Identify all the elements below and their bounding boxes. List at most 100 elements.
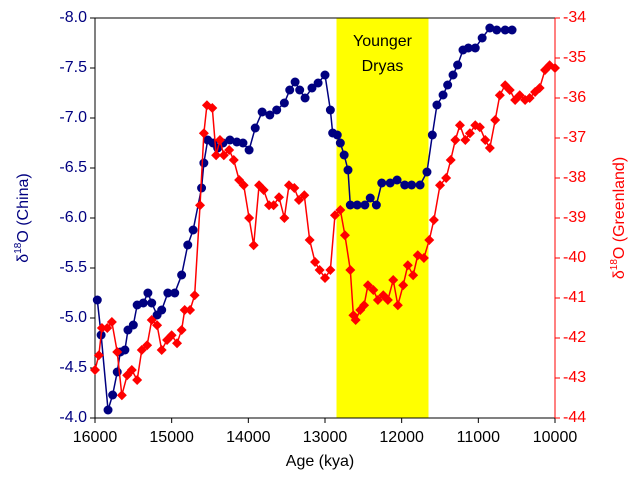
diamond-marker bbox=[289, 183, 300, 193]
circle-marker bbox=[453, 60, 463, 70]
circle-marker bbox=[385, 178, 395, 188]
y-tick-label: -6.5 bbox=[59, 159, 87, 176]
circle-marker bbox=[320, 70, 330, 80]
circle-marker bbox=[285, 85, 295, 95]
circle-marker bbox=[365, 193, 375, 203]
circle-marker bbox=[339, 150, 349, 160]
circle-marker bbox=[448, 70, 458, 80]
circle-marker bbox=[477, 33, 487, 43]
x-tick-label: 10000 bbox=[533, 429, 578, 446]
diamond-marker bbox=[428, 215, 439, 225]
circle-marker bbox=[392, 175, 402, 185]
y-tick-label: -8.0 bbox=[59, 9, 87, 26]
circle-marker bbox=[377, 178, 387, 188]
diamond-marker bbox=[166, 330, 177, 341]
diamond-marker bbox=[238, 180, 249, 191]
diamond-marker bbox=[435, 180, 445, 191]
circle-marker bbox=[177, 270, 187, 280]
circle-marker bbox=[432, 100, 442, 110]
diamond-marker bbox=[550, 63, 560, 73]
x-axis-label: Age (kya) bbox=[286, 453, 354, 470]
x-tick-label: 15000 bbox=[149, 429, 194, 446]
circle-marker bbox=[257, 107, 267, 117]
circle-marker bbox=[108, 390, 118, 400]
circle-marker bbox=[103, 405, 113, 415]
diamond-marker bbox=[524, 93, 535, 103]
x-tick-label: 12000 bbox=[379, 429, 424, 446]
diamond-marker bbox=[412, 250, 423, 261]
diamond-marker bbox=[195, 200, 206, 211]
y-tick-label: -5.5 bbox=[59, 259, 87, 276]
y2-tick-label: -38 bbox=[563, 169, 586, 186]
circle-marker bbox=[238, 138, 248, 148]
diamond-marker bbox=[126, 365, 137, 375]
diamond-marker bbox=[314, 265, 325, 275]
diamond-marker bbox=[224, 145, 235, 155]
circle-marker bbox=[438, 90, 448, 100]
circle-marker bbox=[313, 78, 323, 88]
circle-marker bbox=[415, 180, 425, 190]
diamond-marker bbox=[494, 90, 505, 101]
x-tick-label: 16000 bbox=[73, 429, 118, 446]
y-tick-label: -4.5 bbox=[59, 359, 87, 376]
circle-marker bbox=[470, 43, 480, 53]
diamond-marker bbox=[198, 128, 209, 139]
circle-marker bbox=[295, 85, 305, 95]
circle-marker bbox=[147, 298, 157, 308]
diamond-marker bbox=[445, 155, 456, 165]
y2-tick-label: -44 bbox=[563, 409, 586, 426]
diamond-marker bbox=[329, 210, 340, 221]
diamond-marker bbox=[320, 273, 330, 283]
y-tick-label: -6.0 bbox=[59, 209, 87, 226]
diamond-marker bbox=[382, 295, 393, 305]
diamond-marker bbox=[214, 135, 225, 145]
circle-marker bbox=[352, 200, 362, 210]
diamond-marker bbox=[304, 235, 315, 245]
diamond-marker bbox=[228, 155, 239, 165]
y-tick-label: -4.0 bbox=[59, 409, 87, 426]
circle-marker bbox=[92, 295, 102, 305]
diamond-marker bbox=[408, 270, 419, 281]
diamond-marker bbox=[335, 205, 346, 215]
y-tick-label: -7.5 bbox=[59, 59, 87, 76]
diamond-marker bbox=[293, 195, 304, 205]
diamond-marker bbox=[450, 135, 461, 145]
diamond-marker bbox=[106, 317, 117, 327]
diamond-marker bbox=[372, 295, 383, 305]
diamond-marker bbox=[514, 90, 525, 101]
diamond-marker bbox=[299, 190, 310, 201]
diamond-marker bbox=[102, 323, 113, 333]
annotation: Dryas bbox=[362, 58, 404, 75]
circle-marker bbox=[335, 138, 345, 148]
diamond-marker bbox=[112, 347, 123, 357]
circle-marker bbox=[157, 305, 167, 315]
circle-marker bbox=[265, 110, 275, 120]
circle-marker bbox=[250, 123, 260, 133]
circle-marker bbox=[463, 43, 473, 53]
circle-marker bbox=[279, 98, 289, 108]
diamond-marker bbox=[189, 290, 200, 301]
diamond-marker bbox=[218, 150, 229, 161]
diamond-marker bbox=[248, 240, 259, 251]
diamond-marker bbox=[534, 83, 545, 93]
y2-tick-label: -35 bbox=[563, 49, 586, 66]
circle-marker bbox=[443, 80, 453, 90]
diamond-marker bbox=[460, 135, 471, 145]
diamond-marker bbox=[388, 275, 399, 285]
circle-marker bbox=[400, 180, 410, 190]
diamond-marker bbox=[362, 280, 373, 291]
circle-marker bbox=[500, 25, 510, 35]
diamond-marker bbox=[504, 85, 515, 95]
diamond-marker bbox=[398, 280, 409, 291]
diamond-marker bbox=[310, 257, 321, 267]
circle-marker bbox=[199, 158, 209, 168]
y-tick-label: -7.0 bbox=[59, 109, 87, 126]
diamond-marker bbox=[474, 122, 485, 133]
y2-tick-label: -40 bbox=[563, 249, 586, 266]
x-tick-label: 13000 bbox=[303, 429, 348, 446]
diamond-marker bbox=[359, 300, 370, 311]
diamond-marker bbox=[441, 173, 452, 183]
diamond-marker bbox=[146, 315, 157, 325]
diamond-marker bbox=[152, 320, 163, 331]
